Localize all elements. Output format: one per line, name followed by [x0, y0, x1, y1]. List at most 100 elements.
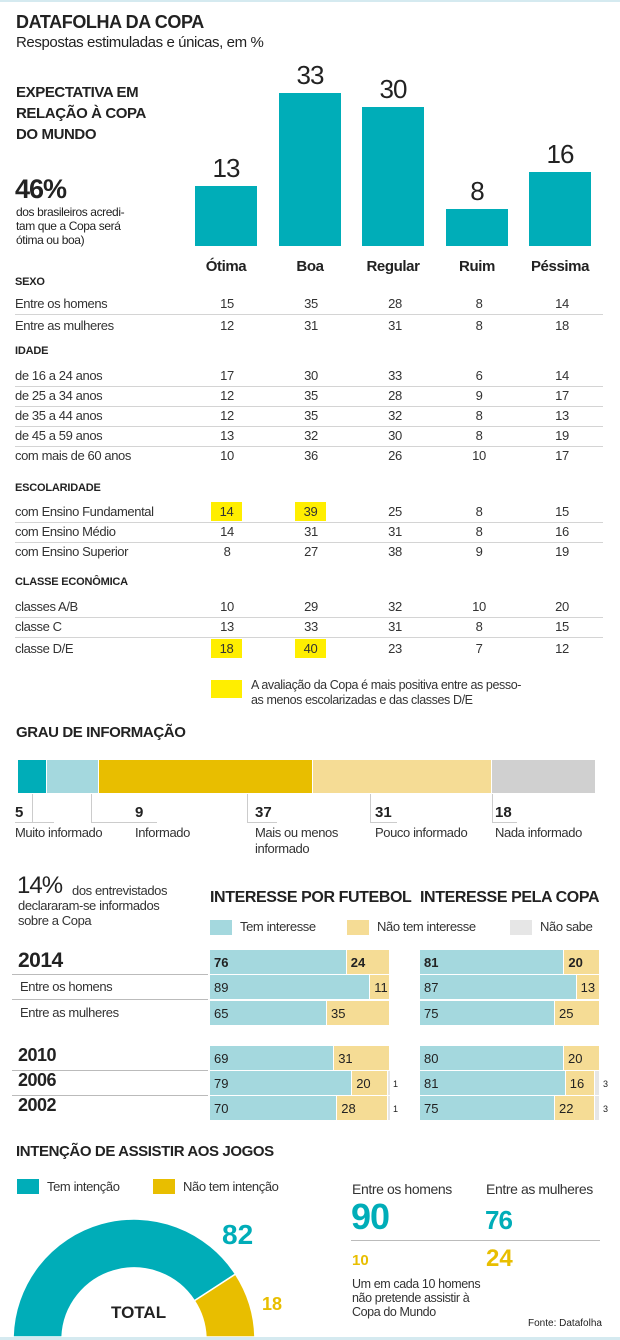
table-cell: 35 [304, 408, 318, 423]
interest-bar-segment [210, 975, 370, 999]
source-label: Fonte: Datafolha [528, 1318, 602, 1329]
table-cell: 32 [388, 599, 402, 614]
table-cell: 38 [388, 544, 402, 559]
table-cell: 19 [555, 544, 569, 559]
interest-bar-segment [388, 1096, 391, 1120]
table-cell: 26 [388, 448, 402, 463]
table-cell: 15 [555, 619, 569, 634]
interest-bar-segment [555, 1096, 594, 1120]
segment-leader-line [247, 822, 277, 823]
interest-bar-value: 75 [424, 1101, 439, 1116]
table-cell: 6 [475, 368, 483, 383]
stat-text-line: dos brasileiros acredi- [16, 205, 125, 219]
table-row-divider [15, 314, 603, 315]
row-label: 2014 [18, 949, 63, 972]
table-cell: 31 [388, 318, 402, 333]
table-row-label: Entre os homens [15, 296, 108, 311]
info-stat-text: dos entrevistados [72, 883, 168, 898]
table-row-label: de 35 a 44 anos [15, 408, 103, 423]
table-cell: 40 [295, 639, 326, 658]
table-row-divider [15, 446, 603, 447]
interest-bar-value: 25 [559, 1006, 574, 1021]
table-cell: 15 [555, 504, 569, 519]
table-cell: 8 [223, 544, 231, 559]
interest-bar-segment [594, 1071, 599, 1095]
interest-bar-segment [370, 975, 389, 999]
table-cell: 18 [555, 318, 569, 333]
table-group-header: CLASSE ECONÔMICA [15, 576, 128, 588]
table-row-label: com Ensino Superior [15, 544, 129, 559]
table-cell: 14 [555, 368, 569, 383]
segment-leader-line [91, 822, 157, 823]
table-cell: 8 [475, 408, 483, 423]
interest-bar-value: 70 [214, 1101, 229, 1116]
interest-bar-value: 35 [331, 1006, 346, 1021]
legend-swatch [153, 1179, 175, 1194]
table-group-header: SEXO [15, 276, 45, 288]
donut-value-label: 82 [222, 1219, 254, 1250]
table-row-label: com Ensino Fundamental [15, 504, 154, 519]
segment-leader-line [32, 794, 33, 822]
highlight-note-line: A avaliação da Copa é mais positiva entr… [251, 678, 522, 692]
stacked-segment-3 [98, 760, 312, 793]
table-cell: 9 [475, 544, 483, 559]
segment-label: Nada informado [495, 825, 582, 840]
segment-label: Informado [135, 825, 190, 840]
section-heading: GRAU DE INFORMAÇÃO [16, 724, 186, 741]
breakdown-divider [351, 1240, 600, 1241]
table-group-header: ESCOLARIDADE [15, 482, 101, 494]
interest-bar-segment [576, 975, 599, 999]
legend-swatch [17, 1179, 39, 1194]
table-cell: 17 [220, 368, 234, 383]
donut-value-label: 18 [262, 1294, 283, 1314]
table-cell: 31 [304, 524, 318, 539]
table-row-label: de 16 a 24 anos [15, 368, 103, 383]
interest-bar-value: 13 [580, 980, 596, 995]
table-cell: 8 [475, 428, 483, 443]
info-stat-value: 14% [17, 872, 63, 899]
table-cell: 17 [555, 388, 569, 403]
interest-bar-segment [555, 1001, 599, 1025]
table-cell: 12 [220, 408, 234, 423]
breakdown-yes-value: 76 [485, 1205, 513, 1235]
legend-label: Não sabe [540, 919, 593, 934]
chart-heading-line: EXPECTATIVA EM [16, 84, 139, 101]
segment-label: Pouco informado [375, 825, 468, 840]
table-cell: 8 [475, 619, 483, 634]
interest-bar-segment [337, 1096, 388, 1120]
bar-category-label: Ruim [459, 258, 495, 275]
interest-bar-value: 89 [214, 980, 229, 995]
table-row-label: de 45 a 59 anos [15, 428, 103, 443]
table-cell: 32 [304, 428, 318, 443]
table-cell: 30 [388, 428, 402, 443]
interest-bar-segment [564, 950, 599, 974]
segment-value: 5 [15, 804, 24, 821]
segment-leader-line [492, 794, 493, 822]
table-row-label: classe D/E [15, 641, 74, 656]
table-group-header: IDADE [15, 345, 49, 357]
table-cell: 27 [304, 544, 318, 559]
interest-bar-segment [420, 1001, 554, 1025]
breakdown-no-value: 10 [352, 1252, 369, 1269]
table-cell: 39 [295, 502, 326, 521]
interest-bar-value: 24 [350, 955, 366, 970]
legend-label: Não tem intenção [183, 1179, 279, 1194]
legend-label: Tem intenção [47, 1179, 120, 1194]
donut-slice-nao-tem-intencao [193, 1273, 256, 1337]
chart-heading-line: DO MUNDO [16, 126, 97, 143]
highlight-legend-swatch [211, 680, 242, 698]
table-cell: 28 [388, 388, 402, 403]
table-cell: 13 [220, 428, 234, 443]
interest-bar-value: 20 [356, 1076, 371, 1091]
table-cell: 25 [388, 504, 402, 519]
row-divider [12, 1070, 208, 1071]
interest-bar-value: 1 [393, 1079, 399, 1089]
row-divider [12, 999, 208, 1000]
table-cell: 18 [211, 639, 242, 658]
table-cell: 7 [475, 641, 483, 656]
interest-bar-value: 76 [214, 955, 229, 970]
table-cell: 14 [555, 296, 569, 311]
interest-bar-segment [210, 1001, 326, 1025]
table-row-label: de 25 a 34 anos [15, 388, 103, 403]
table-cell: 30 [304, 368, 318, 383]
